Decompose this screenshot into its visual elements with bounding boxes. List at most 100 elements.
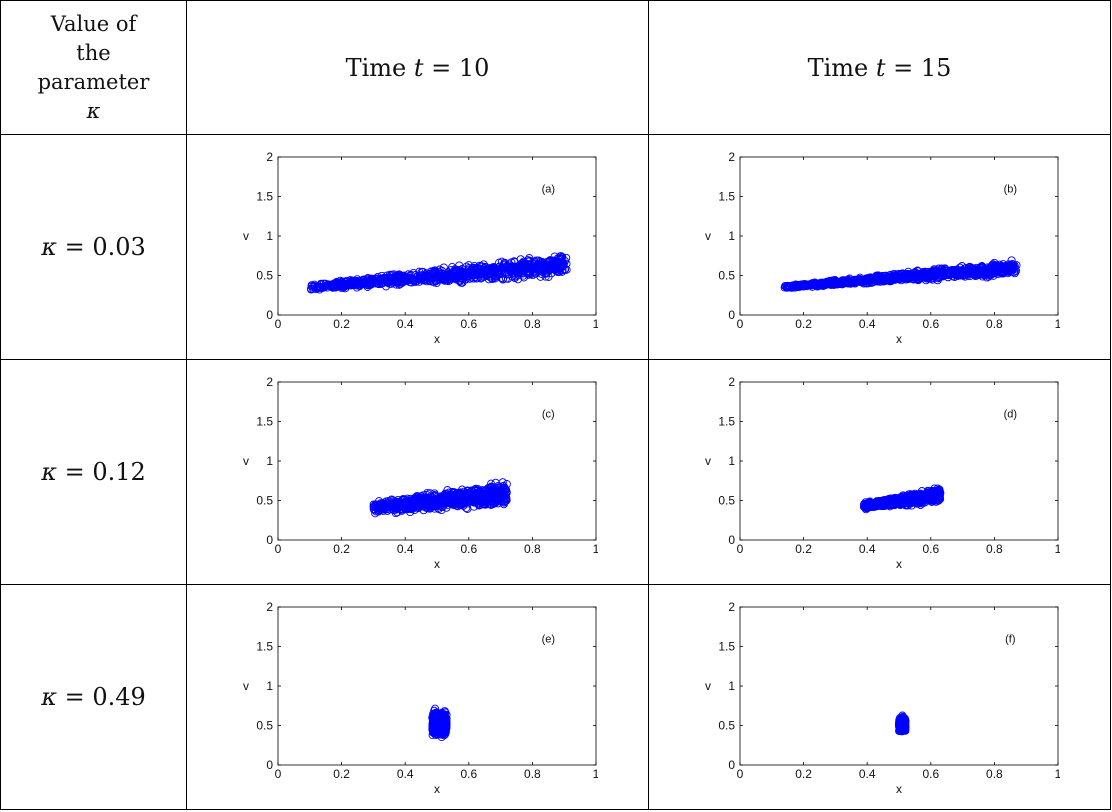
kappa-cell: κ = 0.03: [0, 134, 187, 360]
data-point: [465, 488, 474, 497]
param-header-line: Value of: [50, 11, 137, 36]
data-point: [936, 267, 945, 276]
data-point: [417, 273, 426, 282]
kappa-label: κ = 0.12: [41, 458, 146, 486]
data-point: [817, 280, 826, 290]
data-point: [877, 498, 886, 507]
x-tick-label: 0.6: [460, 767, 477, 781]
x-tick-label: 0.6: [460, 317, 477, 331]
data-point: [438, 722, 447, 731]
x-tick-label: 0: [274, 542, 281, 556]
data-point: [830, 278, 839, 287]
x-tick-label: 0.6: [922, 317, 939, 331]
y-tick-label: 0: [728, 758, 735, 772]
data-point: [372, 279, 381, 288]
data-point: [798, 282, 808, 291]
data-point: [881, 275, 890, 284]
param-header-line: parameter: [37, 69, 150, 94]
data-point: [827, 279, 836, 289]
data-point: [403, 496, 412, 505]
data-point: [888, 273, 898, 282]
data-point: [506, 267, 515, 276]
data-point: [859, 502, 868, 511]
y-tick-label: 1: [728, 679, 735, 693]
data-point: [424, 271, 433, 281]
data-point: [486, 269, 495, 278]
data-point: [453, 273, 462, 282]
data-point: [896, 721, 905, 730]
data-point: [437, 497, 446, 506]
y-axis-label: v: [243, 229, 249, 243]
data-point: [541, 261, 551, 271]
data-point: [467, 497, 476, 506]
x-tick-label: 0.4: [396, 317, 413, 331]
data-point: [369, 502, 378, 511]
y-tick-label: 0.5: [718, 494, 735, 508]
time-header-var: t: [875, 53, 886, 82]
y-tick-label: 2: [266, 375, 273, 389]
data-point: [390, 505, 400, 514]
data-point: [431, 498, 441, 507]
data-point: [848, 278, 857, 288]
y-tick-label: 1: [266, 454, 273, 468]
data-point: [896, 717, 905, 726]
data-point: [963, 266, 972, 275]
y-tick-label: 0.5: [256, 719, 273, 733]
data-point: [839, 277, 848, 287]
data-point: [494, 265, 503, 274]
x-tick-label: 0.2: [795, 542, 812, 556]
data-point: [920, 494, 929, 503]
y-tick-label: 2: [728, 150, 735, 164]
data-points: [780, 256, 1021, 292]
data-point: [484, 485, 493, 494]
plot-cell: 0 0.2 0.4 0.6 0.8 1 0 0.5 1 1.5 2 x v (b): [648, 134, 1111, 360]
panel-label: (f): [1005, 634, 1015, 646]
data-point: [309, 283, 318, 292]
data-point: [930, 486, 939, 496]
data-point: [555, 254, 564, 263]
data-point: [458, 496, 467, 505]
data-point: [389, 497, 398, 506]
kappa-label: κ = 0.49: [41, 683, 146, 711]
data-point: [368, 278, 377, 287]
data-point: [920, 490, 930, 499]
data-point: [788, 282, 797, 291]
data-point: [503, 262, 512, 271]
data-point: [907, 501, 916, 510]
data-point: [357, 279, 366, 288]
param-header: Value of the parameter κ: [1, 10, 186, 126]
y-axis-label: v: [705, 229, 711, 243]
x-tick-label: 1: [592, 317, 597, 331]
y-tick-label: 0: [266, 758, 273, 772]
x-tick-label: 0.4: [858, 767, 875, 781]
data-point: [317, 283, 326, 292]
data-point: [474, 501, 483, 510]
time-header: Time t = 15: [808, 54, 952, 82]
data-point: [528, 270, 537, 280]
data-point: [562, 265, 571, 274]
data-point: [878, 497, 887, 506]
data-point: [948, 265, 957, 275]
data-point: [410, 270, 419, 280]
data-point: [792, 281, 801, 291]
x-tick-label: 1: [1054, 542, 1059, 556]
kappa-cell: κ = 0.49: [0, 584, 187, 810]
data-point: [549, 259, 558, 268]
data-point: [955, 263, 964, 272]
data-point: [376, 500, 386, 509]
data-points: [894, 711, 909, 736]
plot-cell: 0 0.2 0.4 0.6 0.8 1 0 0.5 1 1.5 2 x v (d): [648, 359, 1111, 585]
x-tick-label: 0.4: [396, 767, 413, 781]
panel-label: (c): [541, 409, 554, 421]
data-point: [449, 492, 458, 501]
data-point: [411, 493, 420, 502]
data-point: [326, 280, 335, 289]
data-point: [969, 264, 978, 273]
data-point: [346, 278, 355, 287]
time-header-prefix: Time: [345, 53, 414, 82]
x-tick-label: 0: [274, 317, 281, 331]
data-point: [419, 495, 428, 504]
data-point: [443, 273, 452, 282]
